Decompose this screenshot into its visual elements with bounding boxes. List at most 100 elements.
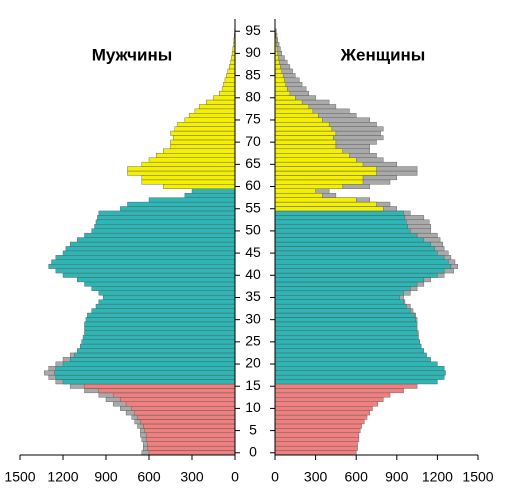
bar	[84, 326, 236, 331]
bar	[194, 108, 236, 114]
x-tick-label: 600	[137, 469, 161, 485]
x-tick-label: 1200	[422, 469, 453, 485]
bar	[224, 77, 236, 83]
y-tick-label: 70	[245, 133, 261, 149]
y-tick-label: 0	[249, 443, 257, 459]
y-tick-label: 60	[245, 177, 261, 193]
bar	[51, 259, 236, 265]
y-tick-label: 30	[245, 310, 261, 326]
bar-common	[137, 414, 236, 420]
bar-common	[274, 64, 281, 70]
bar-common	[274, 90, 291, 96]
bar-common	[274, 59, 280, 65]
bar	[274, 441, 358, 447]
bar-common	[84, 383, 236, 389]
bar-common	[54, 370, 236, 376]
bar-common	[274, 228, 411, 234]
bar-common	[274, 286, 411, 292]
bar	[274, 428, 361, 434]
y-tick-label: 80	[245, 88, 261, 104]
bar	[85, 317, 236, 323]
y-tick-label: 10	[245, 399, 261, 415]
bar-common	[274, 201, 377, 207]
bar	[274, 410, 370, 416]
bar	[191, 188, 236, 194]
y-tick-label: 35	[245, 288, 261, 304]
bar	[127, 201, 236, 207]
bar-common	[55, 366, 236, 371]
bar	[274, 437, 360, 442]
bar	[79, 343, 236, 349]
bar-common	[274, 104, 310, 110]
bar-common	[274, 308, 411, 314]
bar-common	[274, 317, 416, 323]
bar-common	[274, 86, 288, 92]
bar	[94, 224, 236, 229]
bar	[141, 161, 236, 167]
bar	[98, 210, 236, 216]
bar-common	[274, 188, 316, 194]
bar	[62, 272, 236, 278]
bar	[62, 250, 236, 256]
bar-common	[274, 117, 323, 123]
bar	[274, 326, 418, 331]
bar-common	[274, 250, 438, 256]
bar	[274, 321, 418, 327]
bar	[95, 219, 236, 225]
y-tick-label: 95	[245, 22, 261, 38]
y-tick-label: 90	[245, 44, 261, 60]
bar-common	[274, 299, 404, 305]
x-tick-label: 300	[180, 469, 204, 485]
bar	[155, 153, 236, 158]
bar-common	[62, 361, 236, 367]
y-tick-label: 85	[245, 66, 261, 82]
bar	[274, 348, 425, 354]
bar-common	[274, 290, 404, 296]
bar-common	[147, 441, 236, 447]
bar-common	[274, 184, 343, 189]
bar-common	[274, 121, 330, 127]
bar	[120, 206, 236, 212]
bar	[82, 334, 236, 340]
bar-common	[274, 259, 449, 265]
bar	[55, 268, 236, 274]
bar	[91, 308, 236, 314]
bar	[163, 148, 236, 154]
bar-common	[274, 55, 279, 61]
y-tick-label: 25	[245, 333, 261, 349]
bar-common	[274, 232, 418, 238]
bar	[230, 59, 236, 65]
bar	[223, 82, 236, 87]
bar	[274, 379, 438, 385]
bar	[227, 68, 236, 74]
bar-common	[274, 179, 364, 185]
bar-common	[274, 135, 334, 141]
bar	[274, 423, 362, 429]
x-tick-label: 0	[231, 469, 239, 485]
bar	[170, 130, 236, 136]
bar-common	[274, 139, 337, 145]
bar-common	[143, 423, 236, 429]
bar	[221, 86, 236, 92]
bar-common	[274, 268, 445, 274]
y-tick-label: 45	[245, 244, 261, 260]
bar	[148, 157, 236, 163]
bar	[98, 299, 236, 305]
bar	[274, 450, 357, 456]
bar	[77, 348, 236, 354]
bar	[48, 263, 236, 269]
bar	[274, 392, 391, 398]
bar-common	[274, 281, 418, 287]
bar	[274, 352, 427, 358]
bar-common	[112, 392, 236, 398]
bar	[206, 99, 236, 105]
bar	[69, 241, 236, 247]
y-tick-label: 40	[245, 266, 261, 282]
bar	[274, 397, 384, 402]
bar	[229, 64, 236, 70]
x-tick-label: 900	[94, 469, 118, 485]
bar-common	[274, 210, 404, 216]
bar-common	[147, 445, 236, 451]
bar	[274, 383, 418, 389]
